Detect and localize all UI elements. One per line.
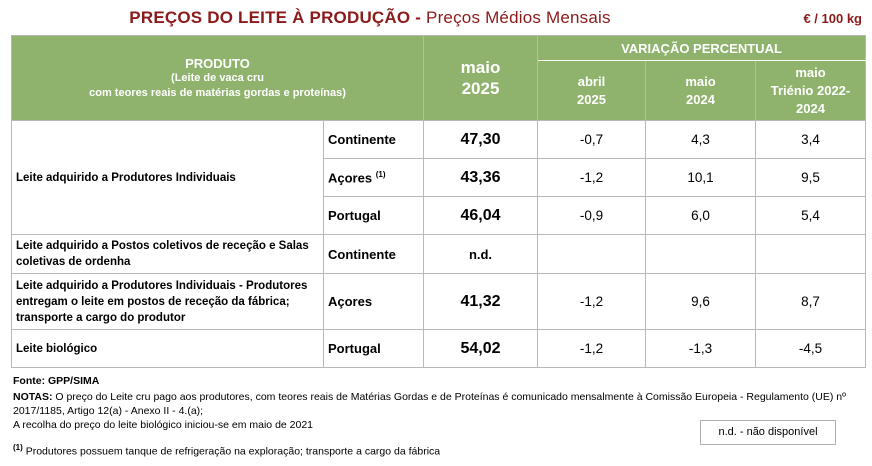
price-value: 54,02 — [423, 329, 538, 368]
var-month-value: -0,7 — [537, 120, 646, 159]
var-year-value: 4,3 — [645, 120, 756, 159]
var-year-value: -1,3 — [645, 329, 756, 368]
price-value: 46,04 — [423, 196, 538, 235]
var-year-value: 6,0 — [645, 196, 756, 235]
header-col-year: maio 2024 — [645, 60, 756, 121]
header-product: PRODUTO (Leite de vaca cru com teores re… — [11, 35, 424, 121]
region-label: Continente — [323, 234, 424, 274]
price-value: n.d. — [423, 234, 538, 274]
header-variation: VARIAÇÃO PERCENTUAL — [537, 35, 866, 61]
table-row: Leite adquirido a Postos coletivos de re… — [11, 234, 866, 274]
var-triennium-value: 3,4 — [755, 120, 866, 159]
header-current-price: maio 2025 — [423, 35, 538, 121]
prices-table: PRODUTO (Leite de vaca cru com teores re… — [11, 35, 866, 368]
table-row: Portugal 46,04 -0,9 6,0 5,4 — [12, 196, 866, 235]
region-label: Açores (1) — [323, 158, 424, 197]
price-value: 47,30 — [423, 120, 538, 159]
var-year-value: 10,1 — [645, 158, 756, 197]
region-label: Continente — [323, 120, 424, 159]
title-sub: Preços Médios Mensais — [426, 8, 611, 27]
var-triennium-value — [755, 234, 866, 274]
var-month-value: -0,9 — [537, 196, 646, 235]
footnote: (1) Produtores possuem tanque de refrige… — [13, 443, 441, 458]
price-value: 43,36 — [423, 158, 538, 197]
price-value: 41,32 — [423, 273, 538, 330]
var-triennium-value: 5,4 — [755, 196, 866, 235]
page-title: PREÇOS DO LEITE À PRODUÇÃO - Preços Médi… — [129, 8, 611, 27]
product-label: Leite adquirido a Produtores Individuais — [11, 120, 324, 235]
var-year-value — [645, 234, 756, 274]
legend-nd: n.d. - não disponível — [700, 420, 836, 445]
var-triennium-value: 9,5 — [755, 158, 866, 197]
region-label: Portugal — [323, 196, 424, 235]
table-row: Leite adquirido a Produtores Individuais… — [11, 273, 866, 330]
var-month-value — [537, 234, 646, 274]
unit-label: € / 100 kg — [803, 11, 862, 26]
table-row: Leite biológico Portugal 54,02 -1,2 -1,3… — [11, 329, 866, 368]
var-triennium-value: 8,7 — [755, 273, 866, 330]
source-note: Fonte: GPP/SIMA — [13, 375, 100, 387]
title-main: PREÇOS DO LEITE À PRODUÇÃO — [129, 8, 411, 27]
table-row: Açores (1) 43,36 -1,2 10,1 9,5 — [12, 158, 866, 197]
region-label: Portugal — [323, 329, 424, 368]
product-label: Leite biológico — [11, 329, 324, 368]
var-triennium-value: -4,5 — [755, 329, 866, 368]
var-month-value: -1,2 — [537, 273, 646, 330]
var-year-value: 9,6 — [645, 273, 756, 330]
header-col-triennium: maio Triénio 2022- 2024 — [755, 60, 866, 121]
product-label: Leite adquirido a Produtores Individuais… — [11, 273, 324, 330]
var-month-value: -1,2 — [537, 158, 646, 197]
product-label: Leite adquirido a Postos coletivos de re… — [11, 234, 324, 274]
table-row: Leite adquirido a Produtores Individuais… — [11, 120, 866, 235]
header-col-month: abril 2025 — [537, 60, 646, 121]
footnote-ref: (1) — [375, 169, 386, 179]
var-month-value: -1,2 — [537, 329, 646, 368]
notes: NOTAS: O preço do Leite cru pago aos pro… — [13, 391, 846, 431]
region-label: Açores — [323, 273, 424, 330]
